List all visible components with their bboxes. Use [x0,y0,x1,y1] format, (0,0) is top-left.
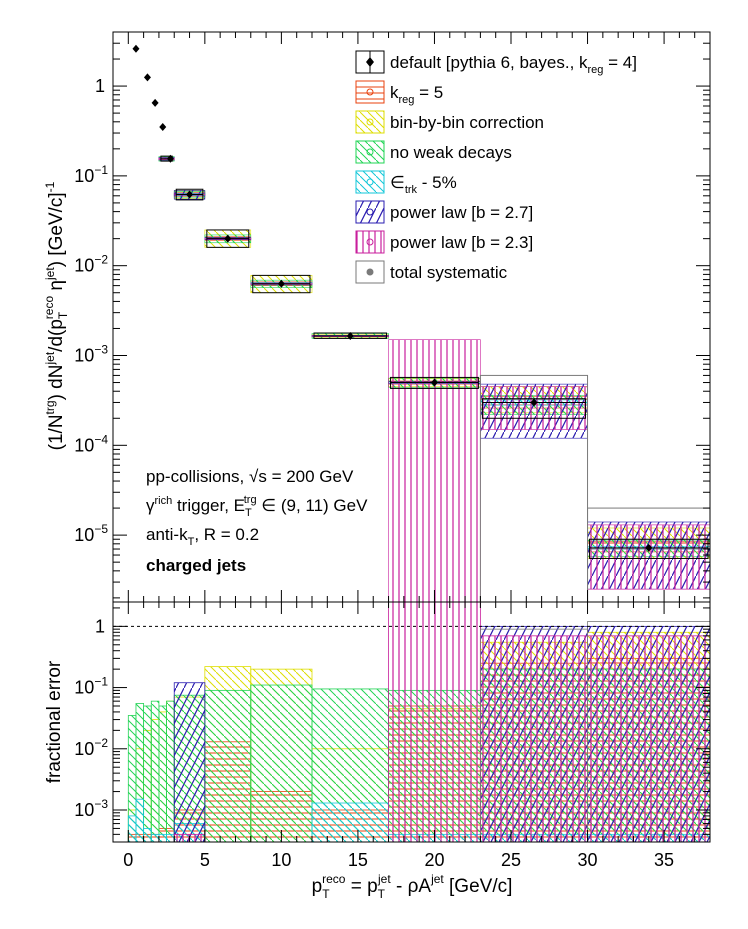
legend-item-total: total systematic [355,260,508,284]
legend-item-default: default [pythia 6, bayes., kreg = 4] [355,50,637,76]
legend-marker [366,208,374,216]
frac-bar-pl27-6 [173,682,206,842]
legend-label: default [pythia 6, bayes., kreg = 4] [390,53,637,76]
frac-bar-trk-0 [127,815,137,842]
bottom-frame [112,601,711,843]
data-point-7 [277,279,285,288]
annotation-algorithm: anti-kT, R = 0.2 [146,525,259,548]
frac-bar-noweak-3 [150,700,160,842]
top-panel: 1 10−1 10−2 10−3 10−4 10−5 [74,31,711,603]
legend-marker [366,268,374,276]
xtick-label-0: 0 [123,850,133,870]
legend-marker [366,178,374,186]
band-pl23-6 [480,386,588,430]
legend-swatch [355,230,385,254]
annotation-trigger: γrich trigger, ETtrg ∈ (9, 11) GeV [146,494,368,519]
data-point-8 [346,331,354,340]
band-total-0 [479,374,589,602]
legend-label: kreg = 5 [390,83,443,106]
frac-bar-noweak-7 [204,689,252,842]
legend-marker [366,88,374,96]
legend-item-noweak: no weak decays [355,140,512,164]
legend-swatch [355,170,385,194]
bottom-y-axis-title: fractional error [44,660,65,783]
data-point-1 [143,73,151,82]
frac-bar-pl23-11 [479,635,588,842]
frac-bar-noweak-4 [158,705,167,842]
legend-marker [366,118,374,126]
top-y-axis-title: (1/Ntrg) dNjet/d(pTreco ηjet) [GeV/c]-1 [42,181,70,450]
frac-bar-trk-9 [311,802,389,842]
legend-swatch [355,200,385,224]
frac-bar-pl23-10 [388,602,481,842]
bottom-panel: 1 10−1 10−2 10−3 0 5 10 15 20 25 30 35 [74,32,711,870]
ytick-label-1: 10−1 [74,675,108,698]
frac-bar-pl23-12 [587,635,710,842]
ytick-label-2: 10−2 [74,736,108,759]
legend-item-trk: ∈trk - 5% [355,170,457,196]
ytick-label-4: 10−4 [74,432,108,455]
legend-label: no weak decays [390,143,512,162]
ytick-label-2: 10−2 [74,253,108,276]
ytick-label-3: 10−3 [74,342,108,365]
frac-bar-noweak-8 [250,684,313,842]
legend-item-binbybin: bin-by-bin correction [355,110,544,134]
ytick-label-0: 1 [95,616,105,636]
xtick-label-7: 35 [654,850,674,870]
x-axis-title: pTreco = pTjet - ρAjet [GeV/c] [312,872,513,901]
ytick-label-5: 10−5 [74,522,108,545]
frac-bar-trk-3 [150,833,160,842]
xtick-label-1: 5 [200,850,210,870]
data-point-9 [430,378,438,387]
xtick-label-2: 10 [271,850,291,870]
legend-item-pl27: power law [b = 2.7] [355,200,533,224]
legend-marker [366,148,374,156]
legend-marker [366,57,374,67]
band-pl23-7 [587,524,710,590]
legend-label: power law [b = 2.3] [390,233,533,252]
legend-swatch [355,140,385,164]
data-point-11 [645,543,653,552]
legend-label: bin-by-bin correction [390,113,544,132]
data-point-3 [159,123,167,132]
ytick-label-3: 10−3 [74,797,108,820]
annotations: pp-collisions, √s = 200 GeV γrich trigge… [146,467,368,575]
legend-swatch [355,110,385,134]
data-point-5 [186,190,194,199]
frac-bar-trk-5 [166,833,175,842]
legend-swatch [355,260,385,284]
frac-bar-trk-1 [135,798,145,842]
legend-item-pl23: power law [b = 2.3] [355,230,533,254]
data-point-0 [132,44,140,53]
data-point-10 [530,398,538,407]
data-point-6 [224,234,232,243]
frac-bar-noweak-2 [143,705,152,842]
xtick-label-4: 20 [424,850,444,870]
legend-label: ∈trk - 5% [390,173,457,196]
frac-bar-noweak-5 [166,700,175,842]
ytick-label-1: 10−1 [74,163,108,186]
data-point-2 [151,98,159,107]
legend-label: total systematic [390,263,508,282]
xtick-label-6: 30 [578,850,598,870]
xtick-label-5: 25 [501,850,521,870]
data-point-4 [166,154,174,163]
ytick-label-0: 1 [95,76,105,96]
legend: default [pythia 6, bayes., kreg = 4] kreg… [355,50,637,284]
xtick-label-3: 15 [348,850,368,870]
frac-bar-trk-2 [143,828,152,842]
frac-bar-trk-4 [158,833,167,842]
annotation-collisions: pp-collisions, √s = 200 GeV [146,467,354,486]
legend-item-kreg5: kreg = 5 [355,80,443,106]
legend-swatch [355,80,385,104]
legend-label: power law [b = 2.7] [390,203,533,222]
annotation-jets: charged jets [146,556,246,575]
legend-marker [366,238,374,246]
